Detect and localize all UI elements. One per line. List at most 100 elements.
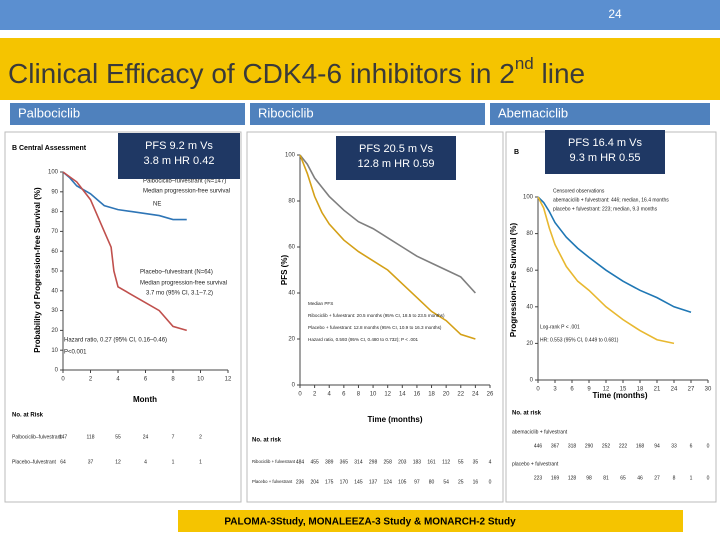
risk-value: 27 [654, 475, 660, 481]
risk-value: 252 [602, 443, 611, 449]
risk-value: 112 [442, 459, 450, 465]
risk-value: 8 [673, 475, 676, 481]
x-tick-label: 30 [705, 387, 712, 393]
slide-number: 24 [608, 7, 622, 21]
legend-text: Median progression-free survival [143, 189, 230, 195]
title-text: Clinical Efficacy of CDK4-6 inhibitors i… [8, 58, 515, 89]
legend-text: abemaciclib + fulvestrant: 446; median, … [553, 197, 669, 203]
callout-text: 3.8 m HR 0.42 [144, 155, 215, 167]
callout-box [118, 133, 240, 179]
risk-value: 1 [690, 475, 693, 481]
km-curve [62, 171, 187, 221]
risk-value: 6 [690, 443, 693, 449]
footer-box [178, 510, 683, 532]
risk-value: 46 [637, 475, 643, 481]
risk-value: 455 [310, 459, 319, 465]
callout-text: PFS 16.4 m Vs [568, 137, 642, 149]
title-suffix: line [534, 58, 585, 89]
panel-header: Palbociclib [18, 105, 80, 120]
header-bar [490, 103, 710, 125]
legend-text: Hazard ratio, 0.27 (95% CI, 0.16–0.46) [64, 338, 167, 344]
callout-box [545, 130, 665, 174]
y-tick-label: 60 [526, 268, 533, 274]
x-tick-label: 22 [457, 392, 464, 398]
risk-value: 0 [707, 443, 710, 449]
x-tick-label: 2 [89, 377, 93, 383]
risk-value: 145 [354, 479, 363, 485]
risk-value: 1 [199, 459, 202, 465]
risk-value: 161 [427, 459, 436, 465]
panel-label: B Central Assessment [12, 145, 87, 152]
y-tick-label: 20 [51, 328, 58, 334]
km-curve [537, 196, 692, 314]
risk-value: 389 [325, 459, 334, 465]
y-tick-label: 100 [523, 195, 534, 201]
risk-value: 55 [458, 459, 464, 465]
y-tick-label: 30 [51, 308, 58, 314]
risk-value: 258 [384, 459, 393, 465]
y-tick-label: 60 [51, 249, 58, 255]
risk-row-name: abemaciclib + fulvestrant [512, 429, 568, 435]
risk-title: No. at Risk [12, 413, 44, 419]
y-tick-label: 70 [51, 229, 58, 235]
risk-value: 0 [707, 475, 710, 481]
legend-text: 3.7 mo (95% CI, 3.1–7.2) [146, 291, 213, 297]
km-curve [62, 171, 187, 332]
x-tick-label: 6 [144, 377, 148, 383]
legend-text: Median PFS [308, 301, 333, 306]
legend-text: Palbociclib–fulvestrant (N=147) [143, 179, 226, 185]
y-tick-label: 50 [51, 269, 58, 275]
risk-value: 33 [671, 443, 677, 449]
legend-text: Ribociclib + fulvestrant: 20.5 months (9… [308, 313, 445, 318]
risk-title: No. at risk [512, 411, 542, 417]
km-curve [537, 196, 675, 345]
legend-text: NE [153, 202, 161, 208]
x-axis-title: Time (months) [593, 391, 648, 400]
x-tick-label: 21 [654, 387, 661, 393]
risk-value: 147 [59, 434, 68, 440]
x-tick-label: 3 [553, 387, 557, 393]
x-tick-label: 27 [688, 387, 695, 393]
panel-image [505, 131, 717, 503]
risk-value: 1 [172, 459, 175, 465]
callout-text: 12.8 m HR 0.59 [357, 158, 434, 170]
risk-value: 290 [585, 443, 594, 449]
risk-title: No. at risk [252, 438, 282, 444]
x-tick-label: 15 [620, 387, 627, 393]
risk-value: 4 [144, 459, 147, 465]
x-tick-label: 20 [443, 392, 450, 398]
risk-value: 318 [568, 443, 577, 449]
y-tick-label: 20 [526, 341, 533, 347]
panel-image [246, 131, 504, 503]
panel-image [4, 131, 242, 503]
legend-text: Placebo + fulvestrant: 12.8 months (95% … [308, 325, 442, 330]
footer: PALOMA-3Study, MONALEEZA-3 Study & MONAR… [224, 517, 516, 528]
y-tick-label: 80 [288, 199, 295, 205]
risk-value: 124 [384, 479, 393, 485]
risk-value: 314 [354, 459, 363, 465]
risk-value: 175 [325, 479, 334, 485]
km-curve [299, 154, 476, 340]
x-tick-label: 4 [116, 377, 120, 383]
y-tick-label: 10 [51, 348, 58, 354]
risk-value: 16 [473, 479, 479, 485]
callout-text: PFS 9.2 m Vs [145, 140, 213, 152]
title-sup: nd [515, 54, 534, 73]
risk-value: 105 [398, 479, 407, 485]
y-tick-label: 0 [530, 378, 534, 384]
panel-header: Abemaciclib [498, 105, 568, 120]
risk-value: 94 [654, 443, 660, 449]
risk-value: 298 [369, 459, 378, 465]
risk-value: 128 [568, 475, 577, 481]
x-tick-label: 12 [603, 387, 610, 393]
x-tick-label: 0 [61, 377, 65, 383]
legend-text: HR: 0.553 (95% CI, 0.449 to 0.681) [540, 337, 619, 343]
y-tick-label: 0 [55, 368, 59, 374]
risk-value: 98 [586, 475, 592, 481]
x-axis-title: Month [133, 395, 157, 404]
risk-value: 4 [489, 459, 492, 465]
x-tick-label: 12 [225, 377, 232, 383]
risk-value: 37 [88, 459, 94, 465]
title-band [0, 38, 720, 100]
y-tick-label: 80 [51, 209, 58, 215]
